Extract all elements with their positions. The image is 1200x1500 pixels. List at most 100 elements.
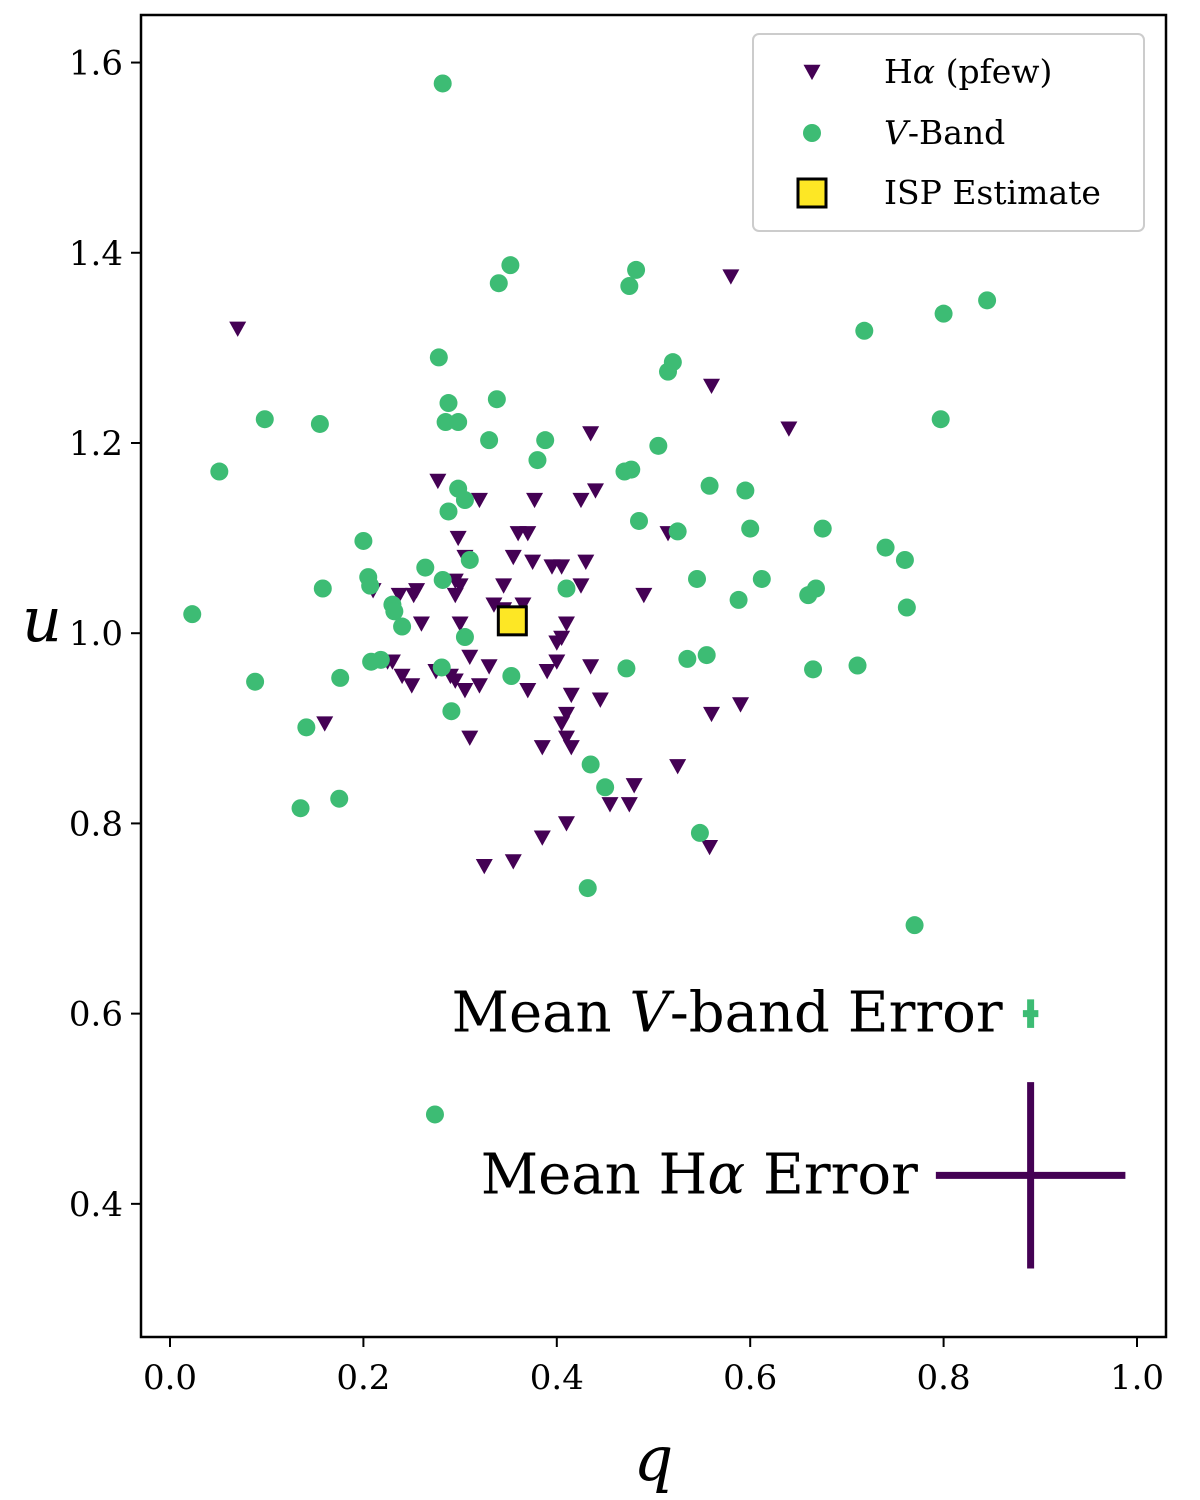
halpha-point <box>533 830 551 846</box>
x-tick-label: 0.0 <box>143 1358 197 1398</box>
halpha-point <box>519 526 537 542</box>
halpha-point <box>572 492 590 509</box>
y-tick-label: 0.8 <box>69 804 123 844</box>
halpha-point <box>553 716 571 732</box>
vband-point <box>297 718 316 737</box>
vband-point <box>752 569 771 588</box>
halpha-point <box>591 692 609 708</box>
legend-text: (pfew) <box>935 52 1052 91</box>
halpha-point <box>470 678 488 694</box>
legend-label: V-Band <box>884 113 1005 152</box>
halpha-point <box>557 706 575 723</box>
vband-point <box>700 476 719 495</box>
legend-text-greek: α <box>913 52 935 91</box>
halpha-point <box>557 816 575 832</box>
annotation-label: Mean V-band Error <box>452 981 1003 1046</box>
vband-point <box>627 260 646 279</box>
vband-point <box>442 702 461 721</box>
legend-text: -Band <box>908 113 1005 152</box>
y-tick-label: 1.4 <box>69 234 123 274</box>
vband-point <box>439 502 458 521</box>
halpha-point <box>533 740 551 756</box>
vband-point <box>487 390 506 409</box>
vband-point <box>385 602 404 621</box>
y-tick-label: 0.4 <box>69 1185 123 1225</box>
halpha-point <box>408 583 426 599</box>
halpha-point <box>548 654 566 670</box>
halpha-point <box>524 554 542 570</box>
vband-point <box>449 413 468 432</box>
vband-point <box>649 436 668 455</box>
halpha-point <box>557 730 575 746</box>
vband-point <box>429 348 448 367</box>
y-tick-label: 0.6 <box>69 995 123 1035</box>
vband-point <box>557 579 576 598</box>
halpha-point <box>722 269 740 285</box>
halpha-point <box>620 797 638 813</box>
halpha-point <box>625 778 643 794</box>
halpha-point <box>669 759 687 775</box>
halpha-point <box>446 673 464 689</box>
annotation-vband_err: Mean V-band Error <box>452 981 1039 1046</box>
y-axis-label: u <box>22 583 62 656</box>
legend-item-halpha: Hα (pfew) <box>803 52 1052 91</box>
error-annotations: Mean V-band Error Mean Hα Error <box>452 981 1126 1269</box>
halpha-point <box>504 549 522 566</box>
legend-text: H <box>884 52 913 91</box>
vband-point <box>855 321 874 340</box>
vband-point <box>659 362 678 381</box>
halpha-point <box>393 668 411 685</box>
vband-point <box>291 799 310 818</box>
vband-point <box>876 538 895 557</box>
halpha-point <box>553 559 571 575</box>
legend-item-isp: ISP Estimate <box>796 173 1101 212</box>
vband-point <box>455 491 474 510</box>
halpha-point <box>780 421 798 437</box>
vband-point <box>897 598 916 617</box>
x-tick-label: 0.2 <box>336 1358 390 1398</box>
isp-estimate-point <box>496 605 528 637</box>
vband-point <box>416 558 435 577</box>
y-tick-label: 1.0 <box>69 614 123 654</box>
vband-point <box>361 576 380 595</box>
halpha-point <box>562 687 580 704</box>
vband-point <box>629 511 648 530</box>
vband-point <box>330 789 349 808</box>
vband-point <box>697 646 716 665</box>
vband-point <box>331 668 350 687</box>
halpha-point <box>461 649 479 666</box>
vband-point <box>501 256 520 275</box>
series-isp <box>496 605 528 637</box>
vband-point <box>536 431 555 450</box>
legend-item-vband: V-Band <box>803 113 1005 152</box>
vband-point <box>678 649 697 668</box>
vband-point <box>310 414 329 433</box>
halpha-point <box>582 659 600 675</box>
vband-point <box>528 451 547 470</box>
vband-point <box>668 522 687 541</box>
annotation-label: Mean Hα Error <box>481 1142 918 1207</box>
halpha-point <box>470 492 488 509</box>
vband-point <box>617 659 636 678</box>
vband-point <box>978 291 997 310</box>
annotation-text-italic: V <box>629 981 675 1046</box>
series-halpha <box>229 269 798 875</box>
x-axis-label: q <box>634 1422 674 1495</box>
legend-label: Hα (pfew) <box>884 52 1052 91</box>
x-tick-label: 0.4 <box>530 1358 584 1398</box>
halpha-point <box>495 578 513 594</box>
vband-point <box>502 667 521 685</box>
vband-point <box>581 755 600 774</box>
vband-point <box>622 460 641 479</box>
annotation-text: Error <box>745 1142 918 1207</box>
vband-point <box>690 823 709 842</box>
vband-point <box>596 778 615 797</box>
halpha-point <box>553 630 571 647</box>
halpha-point <box>451 616 469 632</box>
vband-point <box>848 656 867 675</box>
halpha-point <box>703 706 721 723</box>
halpha-point <box>456 683 474 699</box>
plot-frame <box>139 13 1168 1339</box>
halpha-point <box>429 473 447 490</box>
